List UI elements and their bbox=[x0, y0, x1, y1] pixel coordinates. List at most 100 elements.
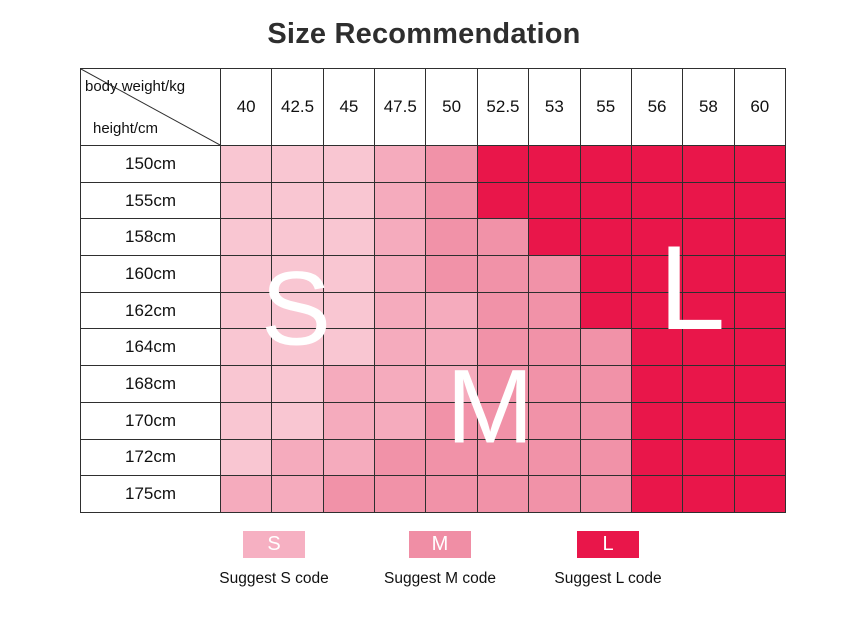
table-row: 170cm bbox=[80, 401, 787, 440]
size-cell bbox=[374, 401, 427, 440]
legend-label-s: Suggest S code bbox=[219, 570, 329, 587]
legend-label-m: Suggest M code bbox=[383, 570, 496, 587]
weight-column-header: 53 bbox=[528, 68, 581, 146]
size-cell bbox=[682, 328, 735, 367]
size-cell bbox=[630, 255, 684, 293]
size-cell bbox=[630, 328, 684, 367]
size-cell bbox=[425, 328, 478, 367]
height-row-header: 164cm bbox=[80, 328, 221, 367]
size-cell bbox=[733, 328, 787, 367]
size-cell bbox=[271, 291, 324, 330]
size-cell bbox=[528, 328, 581, 367]
size-cell bbox=[579, 181, 632, 220]
legend-swatch-l: L bbox=[577, 531, 639, 558]
size-cell bbox=[425, 401, 478, 440]
weight-column-header: 52.5 bbox=[476, 68, 530, 146]
height-row-header: 172cm bbox=[80, 438, 221, 477]
size-cell bbox=[322, 145, 376, 183]
size-cell bbox=[579, 328, 632, 367]
height-row-header: 168cm bbox=[80, 365, 221, 403]
diagonal-divider bbox=[81, 69, 220, 145]
size-cell bbox=[476, 328, 530, 367]
legend: S Suggest S code M Suggest M code L Suggest L… bbox=[0, 531, 848, 601]
size-cell bbox=[271, 475, 324, 513]
size-cell bbox=[733, 145, 787, 183]
size-cell bbox=[219, 291, 273, 330]
size-cell bbox=[682, 475, 735, 513]
size-cell bbox=[425, 475, 478, 513]
size-cell bbox=[682, 218, 735, 257]
size-cell bbox=[476, 181, 530, 220]
size-cell bbox=[425, 145, 478, 183]
size-cell bbox=[579, 218, 632, 257]
size-cell bbox=[579, 255, 632, 293]
height-row-header: 158cm bbox=[80, 218, 221, 257]
table-row: 168cm bbox=[80, 365, 787, 403]
size-cell bbox=[733, 255, 787, 293]
size-cell bbox=[271, 401, 324, 440]
size-cell bbox=[476, 365, 530, 403]
size-cell bbox=[630, 438, 684, 477]
size-cell bbox=[682, 365, 735, 403]
table-row: 155cm bbox=[80, 181, 787, 220]
size-cell bbox=[630, 401, 684, 440]
size-cell bbox=[682, 255, 735, 293]
size-cell bbox=[682, 401, 735, 440]
size-cell bbox=[374, 255, 427, 293]
size-cell bbox=[322, 365, 376, 403]
size-cell bbox=[322, 438, 376, 477]
size-cell bbox=[528, 365, 581, 403]
size-cell bbox=[682, 291, 735, 330]
height-row-header: 170cm bbox=[80, 401, 221, 440]
legend-group-l: L Suggest L code bbox=[540, 531, 676, 588]
size-cell bbox=[271, 328, 324, 367]
size-cell bbox=[322, 475, 376, 513]
size-cell bbox=[476, 401, 530, 440]
size-cell bbox=[630, 475, 684, 513]
size-cell bbox=[579, 291, 632, 330]
size-cell bbox=[528, 438, 581, 477]
size-cell bbox=[374, 145, 427, 183]
corner-bottom-label: height/cm bbox=[93, 120, 159, 137]
size-table: body weight/kg height/cm 40 42.5 45 47.5 50 5… bbox=[80, 68, 787, 513]
size-cell bbox=[271, 365, 324, 403]
size-cell bbox=[528, 475, 581, 513]
size-cell bbox=[579, 401, 632, 440]
size-cell bbox=[271, 218, 324, 257]
size-cell bbox=[374, 475, 427, 513]
size-cell bbox=[579, 365, 632, 403]
size-cell bbox=[219, 255, 273, 293]
size-cell bbox=[682, 181, 735, 220]
header-row: body weight/kg height/cm 40 42.5 45 47.5 50 5… bbox=[80, 68, 787, 146]
weight-column-header: 60 bbox=[733, 68, 787, 146]
size-cell bbox=[733, 291, 787, 330]
size-cell bbox=[219, 181, 273, 220]
table-row: 164cm bbox=[80, 328, 787, 367]
legend-swatch-s: S bbox=[243, 531, 305, 558]
weight-column-header: 45 bbox=[322, 68, 376, 146]
size-cell bbox=[733, 181, 787, 220]
legend-group-m: M Suggest M code bbox=[372, 531, 508, 588]
size-cell bbox=[682, 438, 735, 477]
size-cell bbox=[528, 181, 581, 220]
size-cell bbox=[733, 365, 787, 403]
table-row: 175cm bbox=[80, 475, 787, 513]
size-cell bbox=[374, 438, 427, 477]
size-cell bbox=[322, 218, 376, 257]
table-row: 158cm bbox=[80, 218, 787, 257]
size-cell bbox=[219, 218, 273, 257]
size-cell bbox=[579, 438, 632, 477]
size-cell bbox=[322, 255, 376, 293]
size-cell bbox=[476, 438, 530, 477]
legend-label-l: Suggest L code bbox=[554, 570, 662, 587]
size-cell bbox=[219, 365, 273, 403]
size-cell bbox=[733, 218, 787, 257]
table-row: 150cm bbox=[80, 145, 787, 183]
size-cell bbox=[630, 365, 684, 403]
size-cell bbox=[374, 218, 427, 257]
legend-group-s: S Suggest S code bbox=[206, 531, 342, 588]
size-cell bbox=[271, 145, 324, 183]
size-cell bbox=[733, 475, 787, 513]
size-cell bbox=[528, 401, 581, 440]
